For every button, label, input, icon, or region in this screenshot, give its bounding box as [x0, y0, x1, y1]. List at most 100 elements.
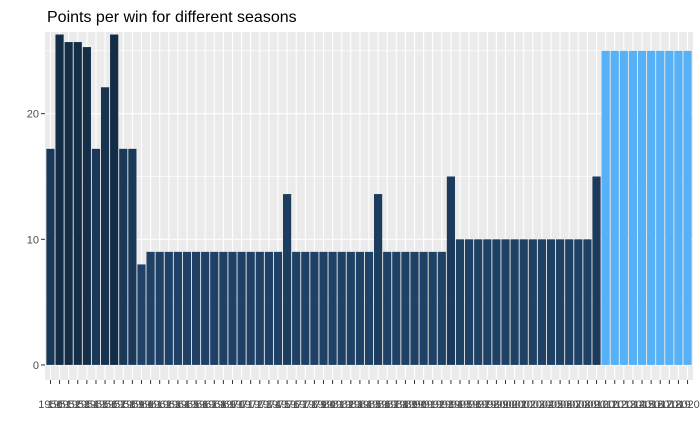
x-tick-label: 1972 [238, 399, 262, 411]
x-tick-label: 2008 [566, 399, 590, 411]
bar-1967 [201, 251, 210, 365]
bar-1965 [182, 251, 192, 365]
x-tick-label: 1989 [393, 399, 417, 411]
x-tick-label: 1953 [66, 399, 90, 411]
x-tick-label: 1970 [220, 399, 244, 411]
x-tick-label: 2001 [502, 399, 526, 411]
bar-1986 [374, 194, 383, 365]
x-tick-label: 1996 [457, 399, 481, 411]
x-tick-label: 1952 [56, 399, 80, 411]
bar-1984 [355, 251, 364, 365]
x-tick-label: 1960 [129, 399, 153, 411]
x-tick-label: 1959 [120, 399, 144, 411]
y-tick-label: 10 [27, 234, 39, 246]
x-tick-label: 1999 [484, 399, 508, 411]
bar-1950 [46, 148, 55, 365]
x-tick-label: 2004 [530, 399, 554, 411]
bar-1977 [292, 251, 301, 365]
x-tick-label: 1997 [466, 399, 490, 411]
bar-1980 [319, 251, 328, 365]
bar-2015 [637, 50, 647, 365]
x-tick-label: 1962 [147, 399, 171, 411]
bar-1982 [337, 251, 346, 365]
bar-2017 [656, 50, 665, 365]
x-tick-label: 1978 [293, 399, 317, 411]
x-tick-label: 1985 [357, 399, 381, 411]
bar-2014 [628, 50, 638, 365]
x-tick-label: 1998 [475, 399, 499, 411]
bar-1990 [410, 251, 419, 365]
x-tick-label: 2006 [548, 399, 572, 411]
x-tick-label: 1964 [166, 399, 190, 411]
x-tick-label: 2003 [521, 399, 545, 411]
bar-1985 [364, 251, 374, 365]
bar-1998 [483, 239, 492, 365]
bar-1987 [383, 251, 392, 365]
bar-1960 [137, 264, 146, 365]
bar-2002 [519, 239, 528, 365]
bar-2019 [674, 50, 683, 365]
bar-1976 [282, 194, 292, 365]
bar-1955 [91, 148, 101, 365]
bar-1970 [228, 251, 237, 365]
x-tick-label: 1995 [448, 399, 472, 411]
x-tick-label: 1980 [311, 399, 335, 411]
x-tick-label: 2002 [511, 399, 535, 411]
bar-1969 [219, 251, 228, 365]
x-tick-label: 2019 [666, 399, 690, 411]
x-tick-label: 1973 [248, 399, 272, 411]
x-tick-label: 2005 [539, 399, 563, 411]
bar-2018 [665, 50, 674, 365]
bar-1961 [146, 251, 155, 365]
x-tick-label: 1971 [229, 399, 253, 411]
x-tick-label: 1965 [175, 399, 199, 411]
bar-1973 [255, 251, 264, 365]
bar-2016 [647, 50, 656, 365]
bar-1953 [73, 42, 82, 365]
bar-1993 [437, 251, 446, 365]
bars [46, 34, 692, 365]
x-tick-label: 1990 [402, 399, 426, 411]
x-tick-label: 1982 [329, 399, 353, 411]
bar-1968 [210, 251, 219, 365]
x-tick-label: 2000 [493, 399, 517, 411]
x-tick-label: 1956 [93, 399, 117, 411]
bar-1992 [428, 251, 437, 365]
bar-1989 [401, 251, 410, 365]
bar-1975 [273, 251, 283, 365]
x-tick-label: 2018 [657, 399, 681, 411]
bar-1959 [128, 148, 137, 365]
x-tick-label: 1967 [193, 399, 217, 411]
x-tick-label: 1961 [138, 399, 162, 411]
x-tick-label: 1951 [47, 399, 71, 411]
bar-1974 [264, 251, 273, 365]
bar-2001 [510, 239, 519, 365]
x-tick-label: 1983 [339, 399, 363, 411]
x-tick-label: 2011 [594, 399, 618, 411]
bar-1957 [110, 34, 119, 365]
x-tick-label: 1976 [275, 399, 299, 411]
x-tick-label: 1955 [84, 399, 108, 411]
x-tick-label: 1988 [384, 399, 408, 411]
x-tick-label: 1977 [284, 399, 308, 411]
x-tick-label: 1975 [266, 399, 290, 411]
x-tick-label: 2015 [630, 399, 654, 411]
x-tick-label: 1950 [38, 399, 62, 411]
x-tick-label: 1954 [75, 399, 99, 411]
bar-2011 [601, 50, 610, 365]
x-tick-label: 1979 [302, 399, 326, 411]
x-tick-label: 2013 [612, 399, 636, 411]
bar-1996 [465, 239, 474, 365]
bar-1964 [173, 251, 182, 365]
bar-2012 [610, 50, 619, 365]
x-tick-label: 1994 [439, 399, 463, 411]
x-tick-label: 1981 [320, 399, 344, 411]
x-tick-label: 2014 [621, 399, 645, 411]
x-tick-label: 1986 [366, 399, 390, 411]
bar-1963 [164, 251, 173, 365]
bar-1972 [246, 251, 255, 365]
x-tick-label: 1969 [211, 399, 235, 411]
bar-2009 [583, 239, 592, 365]
bar-2008 [574, 239, 583, 365]
x-tick-label: 1974 [257, 399, 281, 411]
